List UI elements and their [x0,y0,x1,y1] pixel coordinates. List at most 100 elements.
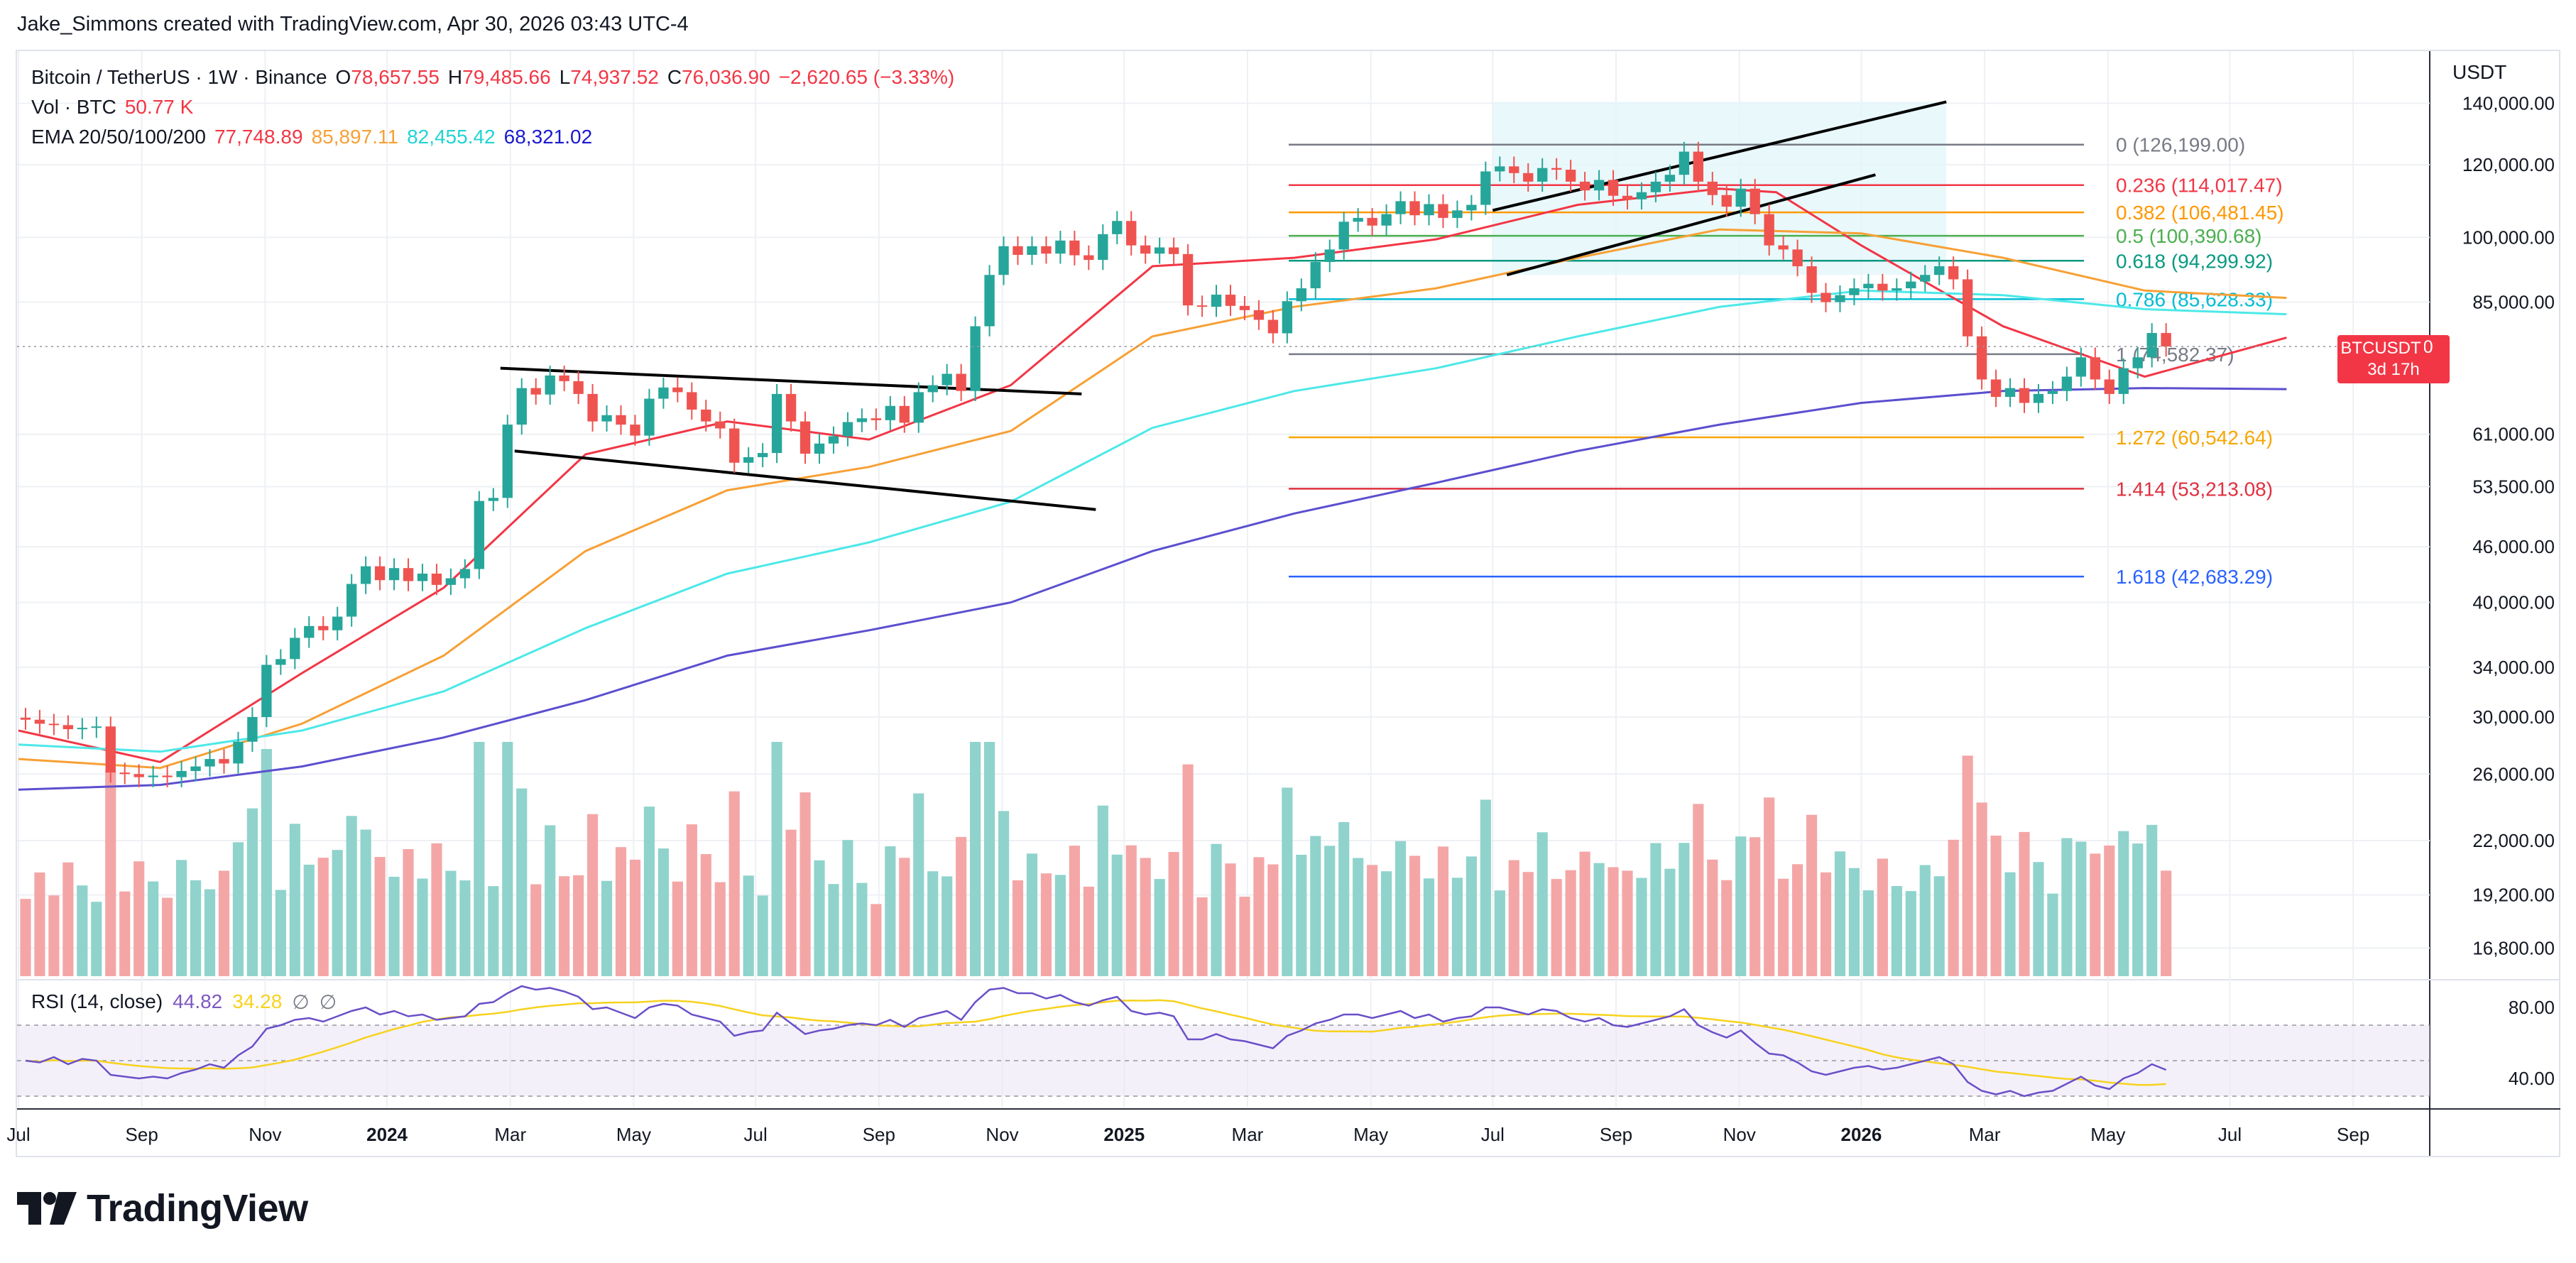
volume-bar [360,829,371,976]
volume-bar [1891,886,1902,976]
candle-body [1920,275,1931,282]
candle-body [1324,249,1335,263]
candle-body [2090,357,2101,380]
candle-body [388,568,400,581]
candle-body [1849,288,1860,295]
candle-body [1707,181,1718,195]
volume-bar [1707,859,1718,976]
candle-body [701,409,711,422]
volume-bar [2075,841,2087,976]
ema-line [18,387,2287,791]
legend-ema100: 82,455.42 [407,126,496,148]
volume-bar [672,881,683,976]
y-tick-label: 120,000.00 [2462,154,2555,175]
volume-bar [686,824,697,976]
candle-body [715,421,726,429]
candle-body [1962,279,1973,337]
volume-bar [1508,860,1519,976]
volume-bar [1820,872,1832,976]
volume-bar [2004,872,2016,976]
volume-bar [1650,843,1661,976]
candle-body [998,246,1009,275]
volume-bar [1721,880,1732,976]
volume-bar [190,880,202,976]
volume-bar [275,890,286,976]
volume-bar [1182,764,1194,976]
volume-bar [176,860,187,976]
candle-body [133,774,144,777]
candle-body [1593,180,1605,191]
candle-body [417,573,428,581]
candle-body [148,775,158,777]
volume-bar [62,862,74,976]
tradingview-logo-icon [17,1192,77,1225]
rsi-ma-value: 34.28 [232,990,283,1012]
volume-bar [700,854,711,976]
volume-bar [871,904,882,976]
candle-body [502,425,513,498]
trendline [1492,100,1947,212]
volume-bar [1551,879,1562,976]
volume-bars [20,742,2172,976]
legend-vol-label[interactable]: Vol · BTC [31,96,116,118]
volume-bar [488,886,499,976]
volume-bar [927,871,939,976]
volume-bar [559,876,570,976]
volume-bar [913,793,924,976]
x-tick-label: May [2090,1124,2125,1145]
candle-body [1693,151,1704,182]
candle-body [1636,192,1647,199]
candle-body [474,501,485,569]
y-tick-label: 22,000.00 [2472,830,2555,851]
candle-body [1835,295,1845,302]
legend-ema-label[interactable]: EMA 20/50/100/200 [31,126,206,148]
currency-label[interactable]: USDT [2452,61,2507,83]
x-tick-label: May [616,1124,651,1145]
candle-body [871,418,882,420]
volume-bar [1565,870,1576,976]
candle-body [2146,333,2157,358]
candle-body [956,373,966,391]
rsi-label[interactable]: RSI (14, close) [31,990,163,1012]
legend-c-label: C [667,66,682,88]
candle-body [445,578,457,585]
candle-body [616,415,626,425]
volume-bar [1026,853,1038,976]
candle-body [1098,234,1108,261]
candle-body [1480,171,1491,205]
x-tick-label: Mar [494,1124,526,1145]
volume-bar [942,876,953,976]
volume-bar [2118,831,2129,976]
candle-body [1182,253,1194,306]
tradingview-logo[interactable]: TradingView [17,1187,308,1230]
candle-body [2118,368,2129,394]
volume-bar [119,891,131,976]
volume-bar [1948,839,1959,976]
x-tick-label: 2024 [366,1124,408,1145]
chart-frame[interactable] [16,50,2560,1157]
candle-body [290,638,300,660]
fib-retracement: 0 (126,199.00) 0.236 (114,017.47) 0.382 (1… [1289,102,2284,588]
candle-body [573,381,584,394]
candle-body [885,405,896,420]
rsi-legend: RSI (14, close) 44.82 34.28 ∅ ∅ [31,990,337,1014]
price-tag-countdown: 3d 17h [2367,360,2420,379]
volume-bar [615,847,627,976]
volume-bar [970,742,981,976]
volume-bar [1083,886,1094,976]
legend-symbol[interactable]: Bitcoin / TetherUS · 1W · Binance [31,66,327,88]
x-tick-label: Sep [126,1124,158,1145]
candle-body [1650,181,1661,192]
volume-bar [998,811,1010,976]
volume-bar [1012,880,1024,976]
candle-body [1013,246,1023,255]
rsi-y-tick: 40.00 [2509,1068,2555,1089]
candle-body [1310,262,1321,289]
legend-close: 76,036.90 [682,66,770,88]
candle-body [1253,310,1265,320]
legend-low: 74,937.52 [570,66,659,88]
rsi-value: 44.82 [173,990,223,1012]
candle-body [233,741,244,764]
volume-bar [573,875,584,976]
